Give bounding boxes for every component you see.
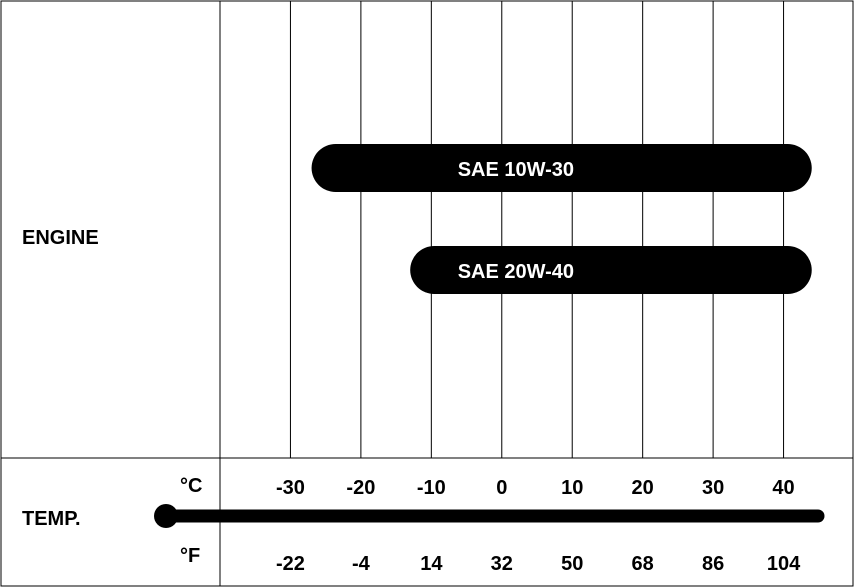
grid-lines <box>289 1 785 458</box>
fahrenheit-tick-label: -4 <box>352 553 371 575</box>
celsius-tick-label: -30 <box>276 477 305 499</box>
celsius-tick-label: 30 <box>702 477 724 499</box>
fahrenheit-tick-label: 68 <box>632 553 654 575</box>
thermometer-bulb <box>154 504 178 528</box>
bar-label-sae-10w-30: SAE 10W-30 <box>458 159 574 181</box>
celsius-tick-label: -20 <box>346 477 375 499</box>
fahrenheit-tick-label: 32 <box>491 553 513 575</box>
viscosity-bars: SAE 10W-30 SAE 20W-40 <box>311 144 812 294</box>
celsius-tick-label: 10 <box>561 477 583 499</box>
celsius-tick-label: 20 <box>632 477 654 499</box>
celsius-unit: °C <box>180 475 202 497</box>
bar-sae-20w-40 <box>410 246 812 294</box>
fahrenheit-unit: °F <box>180 545 200 567</box>
celsius-ticks: -30 -20 -10 0 10 20 30 40 <box>276 477 795 499</box>
bar-label-sae-20w-40: SAE 20W-40 <box>458 261 574 283</box>
fahrenheit-tick-label: 86 <box>702 553 724 575</box>
celsius-tick-label: 0 <box>496 477 507 499</box>
celsius-tick-label: -10 <box>417 477 446 499</box>
celsius-tick-label: 40 <box>772 477 794 499</box>
fahrenheit-tick-label: -22 <box>276 553 305 575</box>
engine-label: ENGINE <box>22 227 99 249</box>
bar-sae-10w-30 <box>311 144 812 192</box>
fahrenheit-tick-label: 104 <box>767 553 801 575</box>
fahrenheit-tick-label: 50 <box>561 553 583 575</box>
fahrenheit-tick-label: 14 <box>420 553 443 575</box>
fahrenheit-ticks: -22 -4 14 32 50 68 86 104 <box>276 553 801 575</box>
temp-label: TEMP. <box>22 508 81 530</box>
